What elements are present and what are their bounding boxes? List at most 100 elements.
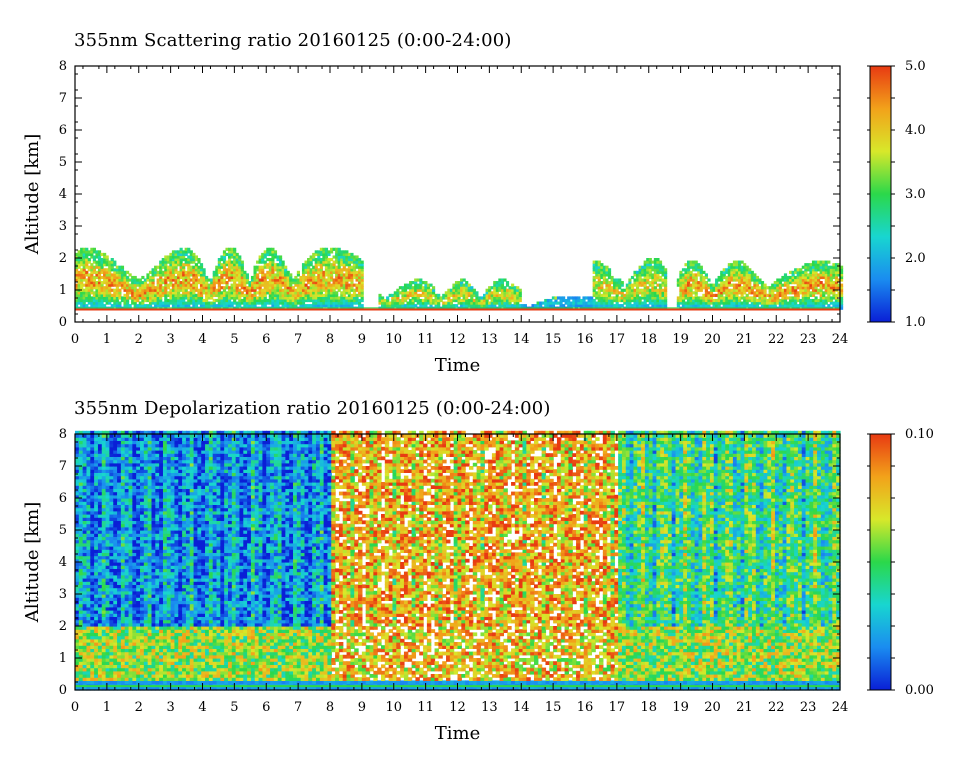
heatmap-cell	[177, 278, 181, 282]
heatmap-cell	[429, 301, 433, 305]
heatmap-cell	[653, 288, 657, 292]
heatmap-cell	[100, 270, 104, 274]
heatmap-cell	[131, 286, 135, 290]
heatmap-cell	[454, 304, 459, 308]
heatmap-cell	[314, 283, 318, 287]
heatmap-cell	[457, 283, 461, 287]
heatmap-cell	[171, 296, 176, 300]
heatmap-cell	[794, 268, 798, 272]
heatmap-cell	[268, 278, 272, 282]
heatmap-cell	[676, 304, 680, 308]
heatmap-cell	[276, 296, 280, 300]
heatmap-cell	[82, 590, 88, 595]
heatmap-cell	[355, 283, 359, 287]
heatmap-cell	[355, 258, 359, 262]
heatmap-cell	[317, 250, 321, 254]
heatmap-cell	[462, 296, 466, 300]
heatmap-cell	[720, 298, 724, 303]
heatmap-cell	[643, 301, 647, 305]
heatmap-cell	[113, 288, 117, 292]
heatmap-cell	[697, 296, 701, 300]
heatmap-cell	[345, 263, 349, 267]
heatmap-cell	[595, 268, 599, 272]
heatmap-cell	[840, 293, 844, 297]
heatmap-cell	[256, 301, 260, 305]
heatmap-cell	[261, 265, 265, 269]
heatmap-cell	[352, 288, 357, 292]
heatmap-cell	[199, 263, 204, 267]
heatmap-cell	[602, 298, 606, 303]
heatmap-cell	[95, 291, 99, 295]
heatmap-cell	[717, 291, 721, 295]
heatmap-cell	[94, 565, 99, 569]
heatmap-cell	[783, 301, 788, 305]
heatmap-cell	[174, 283, 178, 287]
heatmap-cell	[638, 288, 642, 292]
heatmap-cell	[123, 273, 127, 277]
heatmap-cell	[109, 619, 114, 624]
heatmap-cell	[80, 296, 84, 300]
heatmap-cell	[648, 265, 652, 269]
heatmap-cell	[332, 281, 336, 285]
heatmap-cell	[123, 270, 127, 274]
heatmap-cell	[312, 283, 316, 287]
heatmap-cell	[109, 632, 114, 637]
heatmap-cell	[171, 260, 176, 264]
heatmap-cell	[115, 298, 119, 303]
heatmap-cell	[337, 273, 341, 277]
heatmap-cell	[109, 597, 114, 601]
heatmap-cell	[345, 286, 349, 290]
heatmap-cell	[182, 250, 186, 254]
heatmap-cell	[101, 590, 107, 595]
heatmap-cell	[256, 291, 260, 295]
heatmap-cell	[258, 265, 262, 269]
heatmap-cell	[159, 301, 163, 305]
heatmap-cell	[225, 296, 229, 300]
heatmap-cell	[281, 275, 285, 280]
heatmap-cell	[312, 273, 316, 277]
heatmap-cell	[322, 293, 326, 297]
heatmap-cell	[281, 263, 285, 267]
heatmap-cell	[350, 270, 354, 274]
heatmap-cell	[738, 260, 742, 264]
heatmap-cell	[383, 301, 387, 305]
heatmap-cell	[87, 281, 91, 285]
heatmap-cell	[92, 278, 96, 282]
heatmap-cell	[697, 298, 701, 303]
heatmap-cell	[299, 283, 303, 287]
heatmap-cell	[101, 482, 107, 486]
heatmap-cell	[602, 288, 606, 292]
heatmap-cell	[110, 263, 114, 267]
heatmap-cell	[467, 298, 471, 303]
heatmap-cell	[722, 268, 726, 272]
heatmap-cell	[85, 260, 89, 264]
heatmap-cell	[92, 296, 96, 300]
heatmap-cell	[763, 291, 767, 295]
heatmap-cell	[105, 686, 111, 691]
heatmap-cell	[776, 281, 780, 285]
heatmap-cell	[75, 260, 79, 264]
heatmap-cell	[398, 286, 402, 290]
heatmap-cell	[801, 281, 805, 285]
heatmap-cell	[184, 275, 188, 280]
heatmap-cell	[834, 275, 839, 280]
heatmap-cell	[156, 301, 160, 305]
heatmap-cell	[109, 677, 114, 681]
heatmap-cell	[250, 275, 255, 280]
heatmap-cell	[730, 288, 734, 292]
heatmap-cell	[199, 275, 204, 280]
heatmap-cell	[294, 291, 298, 295]
heatmap-cell	[271, 304, 275, 308]
heatmap-cell	[75, 635, 80, 640]
heatmap-cell	[143, 293, 147, 297]
heatmap-cell	[347, 293, 351, 297]
heatmap-cell	[90, 613, 95, 617]
heatmap-cell	[592, 291, 596, 295]
heatmap-cell	[630, 296, 635, 300]
heatmap-cell	[284, 275, 288, 280]
heatmap-cell	[78, 430, 84, 435]
heatmap-cell	[94, 622, 99, 627]
heatmap-cell	[312, 275, 316, 280]
heatmap-cell	[253, 281, 257, 285]
heatmap-cell	[78, 664, 84, 669]
